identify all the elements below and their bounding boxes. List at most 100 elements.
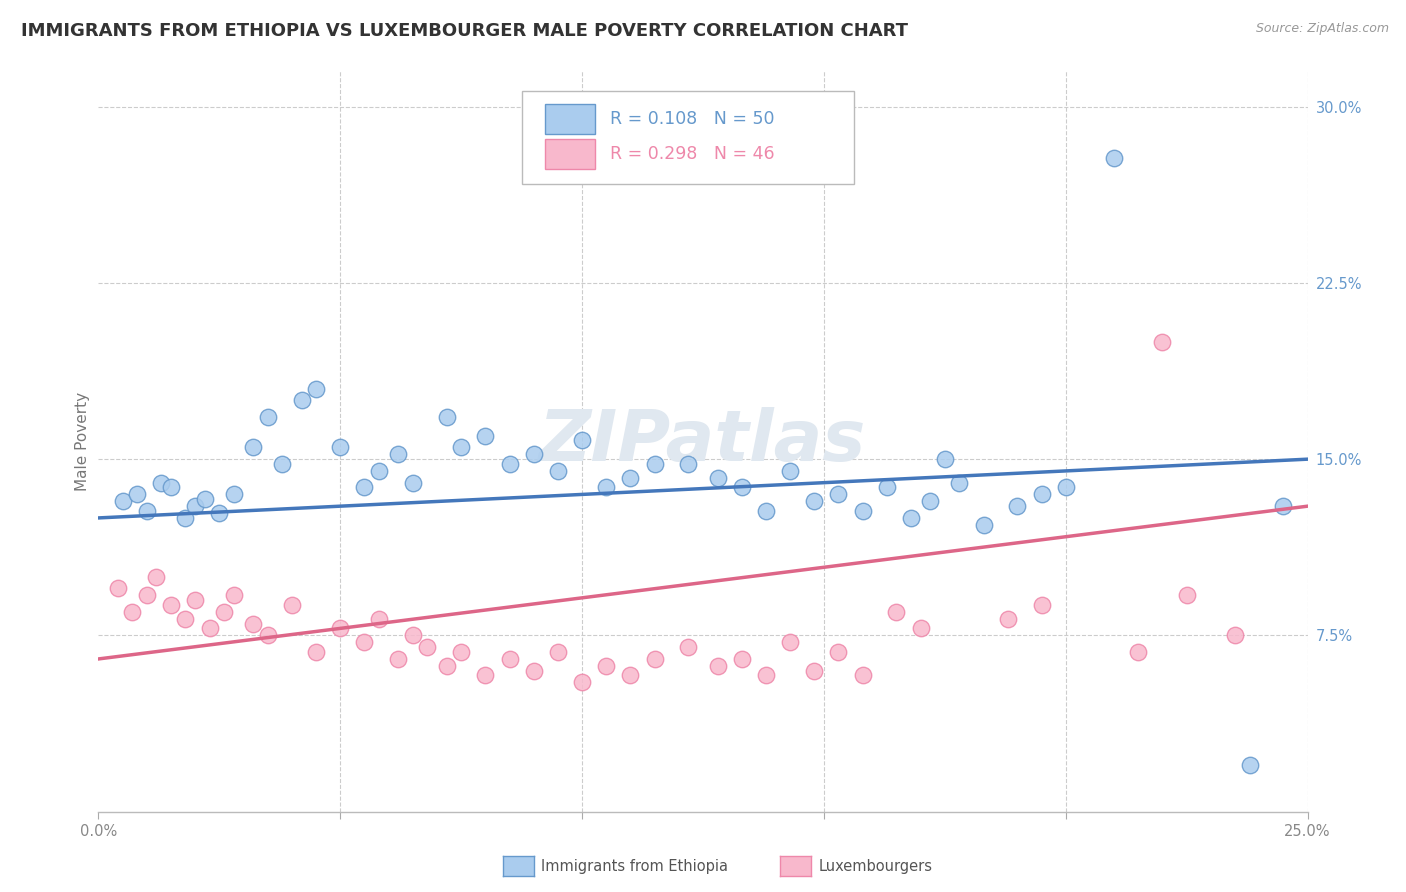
Bar bbox=[544, 104, 595, 134]
Y-axis label: Male Poverty: Male Poverty bbox=[75, 392, 90, 491]
Point bbox=[135, 589, 157, 603]
Point bbox=[329, 441, 352, 455]
Point bbox=[242, 616, 264, 631]
Point bbox=[222, 589, 245, 603]
Point bbox=[886, 605, 908, 619]
Point bbox=[198, 621, 221, 635]
Point bbox=[948, 475, 970, 490]
Point bbox=[368, 612, 391, 626]
Point bbox=[368, 464, 391, 478]
Point bbox=[547, 464, 569, 478]
Point bbox=[571, 434, 593, 448]
Point bbox=[779, 635, 801, 649]
Point bbox=[1152, 334, 1174, 349]
Point bbox=[194, 492, 217, 507]
Point bbox=[498, 457, 520, 471]
Point bbox=[256, 409, 278, 424]
Point bbox=[305, 382, 328, 396]
Point bbox=[731, 480, 754, 494]
FancyBboxPatch shape bbox=[522, 91, 855, 184]
Point bbox=[160, 480, 183, 494]
Point bbox=[852, 668, 875, 682]
Point bbox=[1031, 598, 1053, 612]
Point bbox=[450, 645, 472, 659]
Point bbox=[920, 494, 942, 508]
Point bbox=[436, 409, 458, 424]
Text: Immigrants from Ethiopia: Immigrants from Ethiopia bbox=[541, 859, 728, 873]
Point bbox=[523, 447, 546, 461]
Point bbox=[208, 506, 231, 520]
Point bbox=[571, 675, 593, 690]
Point bbox=[731, 652, 754, 666]
Point bbox=[523, 664, 546, 678]
Point bbox=[803, 664, 825, 678]
Point bbox=[1223, 628, 1246, 642]
Point bbox=[779, 464, 801, 478]
Point bbox=[803, 494, 825, 508]
Point bbox=[242, 441, 264, 455]
Point bbox=[934, 452, 956, 467]
Point bbox=[706, 659, 728, 673]
Point bbox=[450, 441, 472, 455]
Point bbox=[1239, 757, 1261, 772]
Point bbox=[755, 504, 778, 518]
Point bbox=[305, 645, 328, 659]
Point bbox=[644, 457, 666, 471]
Point bbox=[852, 504, 875, 518]
Point bbox=[402, 628, 425, 642]
Point bbox=[281, 598, 304, 612]
Point bbox=[595, 659, 617, 673]
Point bbox=[1102, 151, 1125, 165]
Point bbox=[387, 447, 409, 461]
Point bbox=[290, 393, 312, 408]
Point bbox=[184, 593, 207, 607]
Point bbox=[1128, 645, 1150, 659]
Point bbox=[644, 652, 666, 666]
Point bbox=[997, 612, 1019, 626]
Point bbox=[474, 668, 496, 682]
Point bbox=[107, 582, 129, 596]
Point bbox=[1175, 589, 1198, 603]
Point bbox=[135, 504, 157, 518]
Point bbox=[353, 480, 375, 494]
Point bbox=[127, 487, 149, 501]
Bar bbox=[544, 139, 595, 169]
Text: R = 0.108   N = 50: R = 0.108 N = 50 bbox=[610, 110, 775, 128]
Point bbox=[416, 640, 439, 655]
Point bbox=[1054, 480, 1077, 494]
Point bbox=[876, 480, 898, 494]
Point bbox=[1031, 487, 1053, 501]
Point bbox=[900, 511, 922, 525]
Text: IMMIGRANTS FROM ETHIOPIA VS LUXEMBOURGER MALE POVERTY CORRELATION CHART: IMMIGRANTS FROM ETHIOPIA VS LUXEMBOURGER… bbox=[21, 22, 908, 40]
Point bbox=[121, 605, 143, 619]
Point bbox=[271, 457, 294, 471]
Text: ZIPatlas: ZIPatlas bbox=[540, 407, 866, 476]
Point bbox=[436, 659, 458, 673]
Point bbox=[222, 487, 245, 501]
Point bbox=[174, 612, 197, 626]
Point bbox=[973, 518, 995, 533]
Point bbox=[678, 457, 700, 471]
Point bbox=[547, 645, 569, 659]
Point bbox=[595, 480, 617, 494]
Point bbox=[212, 605, 235, 619]
Point bbox=[1272, 499, 1295, 513]
Point bbox=[353, 635, 375, 649]
Point bbox=[111, 494, 134, 508]
Point bbox=[619, 668, 641, 682]
Point bbox=[1007, 499, 1029, 513]
Point bbox=[402, 475, 425, 490]
Point bbox=[184, 499, 207, 513]
Point bbox=[706, 471, 728, 485]
Point bbox=[145, 570, 167, 584]
Point bbox=[827, 645, 849, 659]
Point bbox=[150, 475, 173, 490]
Point bbox=[387, 652, 409, 666]
Point bbox=[160, 598, 183, 612]
Point bbox=[910, 621, 932, 635]
Point bbox=[256, 628, 278, 642]
Point bbox=[678, 640, 700, 655]
Point bbox=[474, 428, 496, 442]
Text: Source: ZipAtlas.com: Source: ZipAtlas.com bbox=[1256, 22, 1389, 36]
Text: Luxembourgers: Luxembourgers bbox=[818, 859, 932, 873]
